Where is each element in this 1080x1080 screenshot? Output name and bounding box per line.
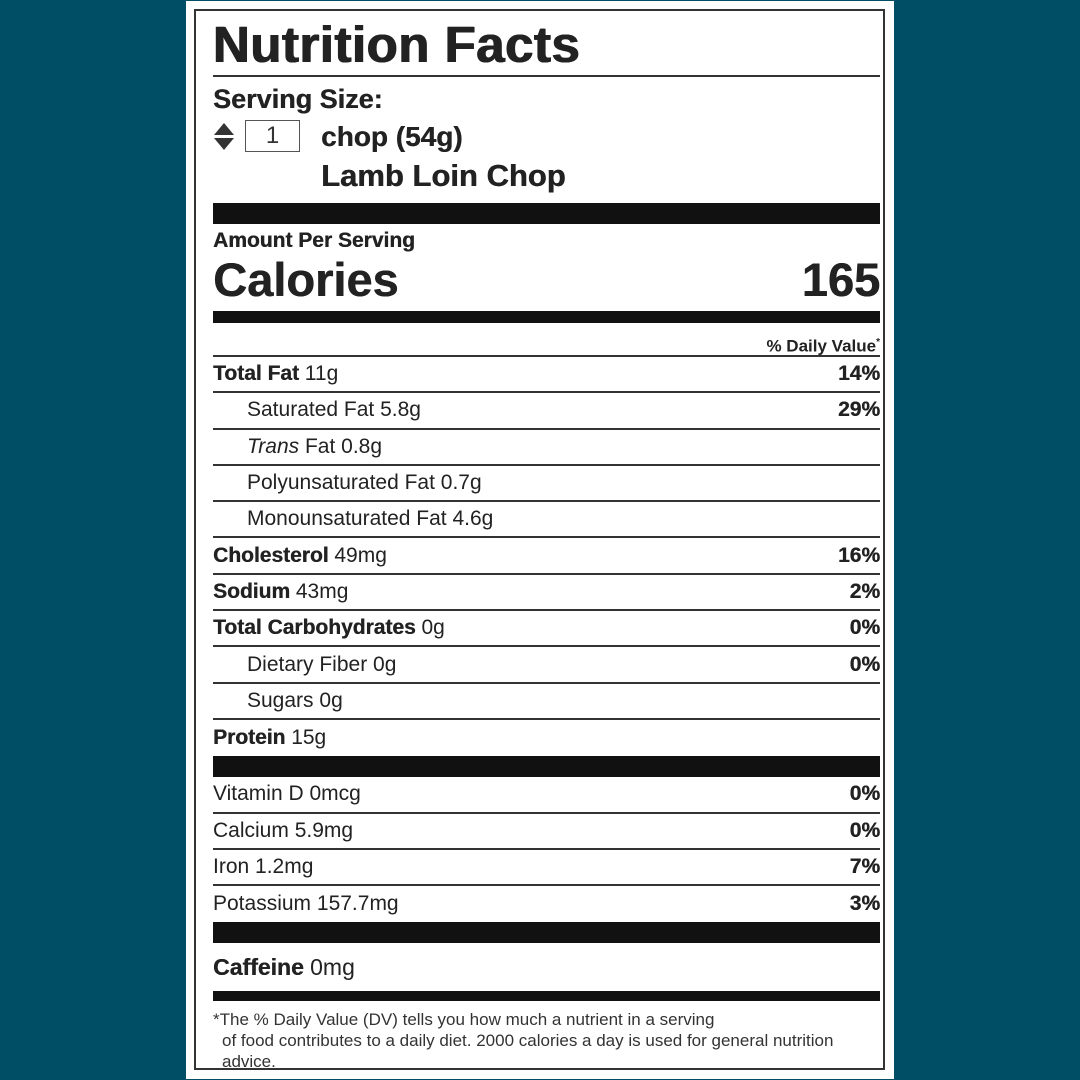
- nutrient-dv: 29%: [837, 398, 880, 422]
- label-title: Nutrition Facts: [213, 15, 880, 77]
- vitamin-row-iron: Iron 1.2mg 7%: [213, 850, 880, 887]
- nutrition-label: Nutrition Facts Serving Size: 1 chop (54…: [194, 9, 885, 1072]
- nutrient-row-dietary-fiber: Dietary Fiber 0g 0%: [213, 647, 880, 684]
- divider-thick: [213, 203, 880, 224]
- vitamin-row-calcium: Calcium 5.9mg 0%: [213, 814, 880, 850]
- caffeine-name: Caffeine: [213, 953, 304, 980]
- calories-label: Calories: [213, 253, 399, 306]
- vitamin-dv: 0%: [849, 782, 880, 806]
- footnote-line1: The % Daily Value (DV) tells you how muc…: [219, 1010, 715, 1030]
- nutrient-name: Total Fat: [213, 362, 299, 386]
- nutrient-amount: 43mg: [295, 579, 349, 603]
- vitamin-amount: 0mcg: [309, 782, 361, 806]
- nutrient-dv: 0%: [849, 616, 880, 640]
- nutrient-name-suffix: Fat: [304, 434, 336, 458]
- vitamin-amount: 5.9mg: [294, 818, 354, 842]
- nutrient-amount: 15g: [291, 726, 327, 750]
- nutrient-amount: 5.8g: [380, 398, 421, 422]
- nutrient-name: Cholesterol: [213, 543, 329, 567]
- caffeine-row: Caffeine 0mg: [213, 943, 880, 991]
- serving-quantity-input[interactable]: 1: [245, 120, 300, 152]
- vitamin-name: Vitamin D: [213, 782, 304, 806]
- nutrition-label-content: Nutrition Facts Serving Size: 1 chop (54…: [213, 11, 880, 1072]
- footnote-rest: of food contributes to a daily diet. 200…: [222, 1031, 834, 1072]
- nutrient-dv: 0%: [849, 652, 880, 676]
- nutrient-dv: 2%: [849, 579, 880, 603]
- nutrient-name: Polyunsaturated Fat: [247, 471, 435, 495]
- nutrient-amount: 0g: [421, 616, 445, 640]
- vitamin-row-vitamin-d: Vitamin D 0mcg 0%: [213, 777, 880, 814]
- amount-per-serving: Amount Per Serving: [213, 229, 415, 252]
- nutrient-dv: 14%: [837, 362, 880, 386]
- vitamin-dv: 3%: [849, 892, 880, 916]
- nutrient-name: Monounsaturated Fat: [247, 507, 447, 531]
- nutrient-amount: 49mg: [334, 543, 387, 567]
- nutrient-row-sodium: Sodium 43mg 2%: [213, 575, 880, 612]
- footnote: *The % Daily Value (DV) tells you how mu…: [213, 1009, 880, 1072]
- stepper-up-icon[interactable]: [214, 123, 234, 135]
- nutrient-name: Sodium: [213, 579, 290, 603]
- divider-thick: [213, 922, 880, 944]
- vitamin-amount: 157.7mg: [316, 892, 399, 916]
- nutrient-row-trans-fat: Trans Fat 0.8g: [213, 430, 880, 466]
- nutrient-amount: 4.6g: [452, 507, 494, 531]
- serving-unit: chop (54g): [321, 121, 463, 152]
- vitamin-row-potassium: Potassium 157.7mg 3%: [213, 886, 880, 922]
- vitamin-name: Iron: [213, 855, 250, 878]
- nutrient-name: Protein: [213, 726, 286, 750]
- stepper-down-icon[interactable]: [214, 138, 234, 150]
- vitamin-name: Calcium: [213, 818, 289, 842]
- vitamin-dv: 0%: [849, 818, 880, 842]
- nutrient-name: Saturated Fat: [247, 398, 375, 422]
- divider-medium: [213, 311, 880, 323]
- nutrient-row-cholesterol: Cholesterol 49mg 16%: [213, 538, 880, 575]
- caffeine-amount: 0mg: [310, 953, 355, 980]
- divider-thick: [213, 756, 880, 778]
- vitamin-name: Potassium: [213, 892, 312, 916]
- nutrient-row-total-fat: Total Fat 11g 14%: [213, 357, 880, 394]
- nutrient-dv: 16%: [837, 543, 880, 567]
- nutrient-name: Sugars: [247, 688, 314, 712]
- nutrient-amount: 11g: [304, 362, 339, 386]
- nutrient-amount: 0.8g: [341, 434, 383, 458]
- nutrient-amount: 0g: [373, 652, 397, 676]
- nutrient-amount: 0.7g: [440, 471, 482, 495]
- daily-value-header-text: % Daily Value: [766, 336, 877, 356]
- nutrient-row-polyunsaturated-fat: Polyunsaturated Fat 0.7g: [213, 466, 880, 503]
- nutrient-row-saturated-fat: Saturated Fat 5.8g 29%: [213, 393, 880, 430]
- nutrient-row-sugars: Sugars 0g: [213, 684, 880, 720]
- nutrient-amount: 0g: [319, 688, 343, 712]
- nutrient-name: Total Carbohydrates: [213, 616, 416, 640]
- serving-row: 1 chop (54g): [213, 117, 880, 157]
- nutrient-row-protein: Protein 15g: [213, 720, 880, 756]
- nutrient-name: Trans: [247, 434, 300, 458]
- nutrient-name: Dietary Fiber: [247, 652, 368, 676]
- divider-footer: [213, 991, 880, 1002]
- nutrient-row-total-carbohydrates: Total Carbohydrates 0g 0%: [213, 611, 880, 648]
- quantity-stepper[interactable]: [213, 121, 235, 153]
- nutrition-panel: Nutrition Facts Serving Size: 1 chop (54…: [186, 1, 894, 1079]
- vitamin-amount: 1.2mg: [255, 855, 314, 878]
- serving-size-label: Serving Size:: [213, 84, 383, 114]
- daily-value-header: % Daily Value*: [213, 323, 880, 357]
- calories-row: Calories 165: [213, 253, 880, 307]
- daily-value-mark: *: [876, 337, 880, 348]
- nutrient-row-monounsaturated-fat: Monounsaturated Fat 4.6g: [213, 502, 880, 539]
- vitamin-dv: 7%: [849, 855, 880, 878]
- food-name: Lamb Loin Chop: [321, 158, 566, 193]
- calories-value: 165: [801, 253, 880, 306]
- footnote-mark: *: [213, 1010, 220, 1030]
